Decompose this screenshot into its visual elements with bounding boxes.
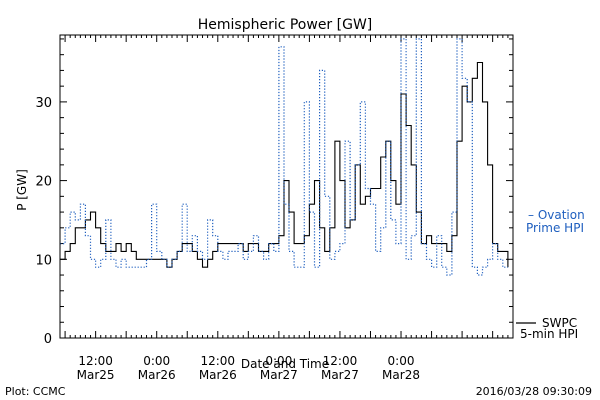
chart-title: Hemispheric Power [GW] [198,17,373,33]
footer-right: 2016/03/28 09:30:09 [476,385,592,398]
legend-ovation-line1: – Ovation [528,208,585,222]
plot-series [60,38,509,276]
y-axis-label: P [GW] [15,169,29,211]
x-tick-label-time: 12:00 [323,354,358,368]
x-tick-label-date: Mar25 [77,368,115,382]
x-tick-label-time: 0:00 [143,354,170,368]
x-tick-label-date: Mar26 [199,368,237,382]
legend-swpc: SWPC [542,316,577,330]
y-tick-label: 10 [35,253,52,268]
series-swpc [60,61,509,268]
x-tick-label-date: Mar27 [260,368,298,382]
y-tick-label: 30 [35,96,52,111]
x-tick-label-time: 12:00 [78,354,113,368]
series-ovation-prime-hpi [60,38,508,276]
x-tick-label-time: 12:00 [200,354,235,368]
legend-ovation-line2: Prime HPI [526,221,584,235]
x-tick-label-date: Mar27 [321,368,359,382]
y-tick-label: 0 [44,332,52,347]
legend-hpi: 5-min HPI [520,327,578,341]
y-tick-label: 20 [35,175,52,190]
x-axis-label: Date and Time [241,357,329,371]
y-axis: 0 10 20 30 [35,38,513,347]
x-tick-label-time: 0:00 [265,354,292,368]
x-tick-label-date: Mar26 [138,368,176,382]
x-tick-label-date: Mar28 [382,368,420,382]
x-axis: 12:00Mar250:00Mar2612:00Mar260:00Mar2712… [64,35,509,382]
legend: – Ovation Prime HPI SWPC 5-min HPI [516,208,585,341]
plot-frame [59,34,514,339]
footer-left: Plot: CCMC [5,385,66,398]
x-tick-label-time: 0:00 [388,354,415,368]
